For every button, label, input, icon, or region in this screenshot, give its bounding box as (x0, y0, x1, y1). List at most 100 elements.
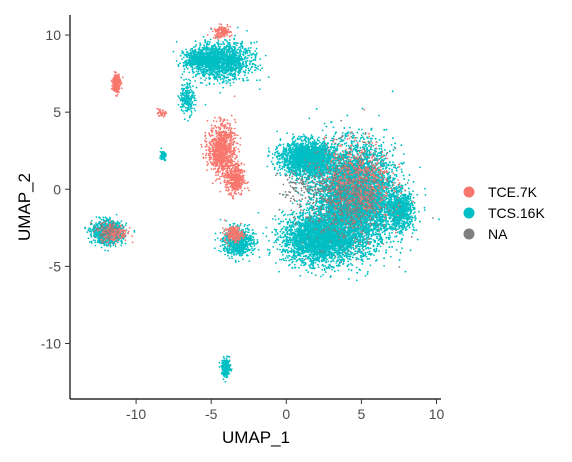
scatter-point (204, 58, 207, 61)
scatter-point (235, 66, 237, 68)
scatter-point (226, 248, 229, 251)
scatter-point (235, 53, 237, 56)
scatter-point (243, 243, 246, 246)
scatter-point (190, 98, 193, 101)
scatter-point (230, 255, 233, 258)
scatter-point (212, 58, 215, 61)
scatter-point (199, 42, 202, 45)
scatter-point (206, 72, 208, 75)
scatter-point (182, 84, 184, 87)
scatter-point (189, 91, 192, 94)
scatter-point (240, 252, 242, 255)
scatter-point (182, 88, 185, 91)
scatter-point (210, 53, 213, 56)
scatter-point (267, 76, 270, 79)
scatter-point (207, 73, 210, 76)
scatter-point (188, 89, 191, 92)
scatter-point (213, 62, 216, 65)
scatter-point (245, 66, 248, 69)
scatter-point (186, 82, 189, 85)
scatter-point (222, 41, 225, 43)
scatter-point (238, 46, 241, 49)
scatter-point (213, 247, 216, 250)
scatter-point (221, 240, 224, 243)
scatter-point (253, 248, 255, 251)
scatter-point (219, 218, 222, 221)
scatter-point (239, 250, 242, 253)
scatter-point (228, 72, 231, 75)
scatter-point (233, 247, 236, 250)
scatter-point (214, 239, 217, 241)
scatter-point (233, 60, 235, 63)
scatter-point (214, 52, 217, 55)
scatter-point (235, 41, 238, 44)
scatter-point (233, 77, 236, 79)
scatter-point (230, 63, 233, 66)
scatter-point (248, 63, 251, 66)
scatter-point (180, 108, 183, 111)
scatter-point (248, 223, 251, 226)
scatter-point (187, 108, 190, 110)
scatter-point (231, 54, 234, 56)
scatter-point (256, 239, 259, 241)
scatter-point (215, 60, 218, 62)
scatter-point (226, 63, 228, 66)
scatter-point (182, 56, 185, 59)
scatter-point (209, 57, 211, 60)
scatter-point (246, 227, 249, 230)
scatter-point (231, 48, 233, 50)
scatter-point (194, 67, 196, 69)
scatter-point (244, 71, 247, 74)
scatter-point (115, 213, 118, 216)
scatter-point (199, 49, 202, 52)
scatter-point (186, 85, 189, 87)
scatter-point (209, 65, 212, 68)
scatter-point (222, 43, 225, 45)
scatter-point (198, 72, 201, 75)
scatter-point (254, 69, 257, 71)
scatter-point (245, 247, 248, 250)
scatter-point (230, 65, 233, 68)
scatter-point (232, 222, 235, 225)
scatter-point (238, 77, 241, 80)
scatter-point (236, 26, 239, 29)
scatter-point (224, 246, 227, 249)
scatter-point (204, 41, 207, 44)
scatter-point (188, 71, 191, 74)
scatter-point (204, 40, 207, 42)
scatter-point (222, 67, 225, 69)
scatter-point (124, 242, 127, 245)
scatter-point (261, 67, 263, 70)
scatter-point (239, 224, 242, 227)
scatter-point (183, 79, 185, 81)
scatter-point (187, 94, 190, 97)
scatter-point (90, 232, 93, 235)
scatter-point (233, 252, 235, 255)
scatter-point (198, 63, 201, 66)
scatter-point (86, 231, 89, 234)
scatter-point (246, 243, 249, 246)
scatter-point (186, 100, 189, 103)
scatter-point (181, 52, 184, 55)
scatter-point (243, 225, 246, 227)
scatter-point (179, 54, 182, 57)
scatter-point (208, 61, 210, 64)
scatter-point (233, 78, 235, 81)
scatter-point (190, 114, 193, 116)
scatter-point (107, 249, 109, 252)
scatter-point (222, 79, 225, 81)
scatter-point (237, 260, 240, 263)
scatter-point (197, 48, 200, 51)
scatter-point (206, 52, 208, 55)
scatter-point (226, 73, 229, 76)
scatter-point (220, 53, 223, 56)
scatter-point (189, 86, 192, 89)
scatter-point (186, 97, 189, 100)
scatter-point (195, 74, 197, 76)
scatter-point (208, 78, 211, 80)
scatter-point (257, 65, 259, 68)
scatter-point (185, 93, 188, 96)
scatter-point (183, 68, 186, 71)
scatter-point (94, 233, 96, 235)
